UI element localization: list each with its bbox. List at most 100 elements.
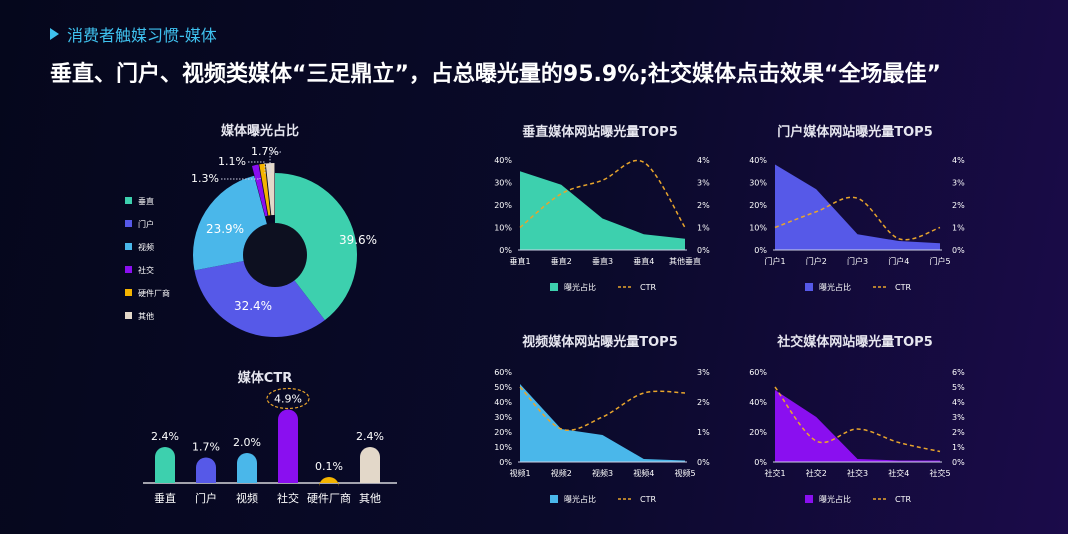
right-axis-tick: 5% — [952, 383, 965, 392]
pie-label-portal: 32.4% — [234, 299, 272, 313]
legend-label-other: 其他 — [138, 311, 154, 321]
x-axis-category: 视频1 — [509, 468, 530, 478]
left-axis-tick: 0% — [499, 458, 512, 467]
right-axis-tick: 1% — [697, 428, 710, 437]
left-axis-tick: 40% — [749, 398, 767, 407]
legend-ctr-label: CTR — [640, 283, 656, 292]
left-axis-tick: 0% — [754, 458, 767, 467]
x-axis-category: 视频2 — [551, 468, 572, 478]
right-axis-tick: 6% — [952, 368, 965, 377]
legend-area-label: 曝光占比 — [564, 494, 596, 504]
right-axis-tick: 2% — [697, 201, 710, 210]
pie-slice-video — [193, 175, 268, 271]
pie-slice-hardware — [259, 163, 271, 216]
x-axis-category: 其他垂直 — [669, 256, 701, 266]
right-axis-tick: 1% — [697, 224, 710, 233]
right-axis-tick: 2% — [697, 398, 710, 407]
right-axis-tick: 4% — [952, 398, 965, 407]
ctr-bar-other — [360, 447, 380, 483]
x-axis-category: 垂直2 — [551, 256, 572, 266]
legend-area-label: 曝光占比 — [819, 282, 851, 292]
right-axis-tick: 3% — [952, 179, 965, 188]
pie-chart-title: 媒体曝光占比 — [220, 124, 299, 139]
ctr-dashed-line — [774, 386, 941, 453]
legend-area-swatch — [550, 283, 558, 291]
left-axis-tick: 20% — [494, 428, 512, 437]
triangle-right-icon — [50, 28, 59, 40]
legend-swatch-portal — [125, 220, 132, 227]
right-axis-tick: 1% — [952, 443, 965, 452]
social-top5-chart: 60%40%20%0%6%5%4%3%2%1%0%社交1 社交2 社交3 社交4 社交5… — [749, 368, 965, 504]
ctr-bar-portal — [196, 457, 216, 483]
left-axis-tick: 60% — [494, 368, 512, 377]
video-top5-title: 视频媒体网站曝光量TOP5 — [522, 335, 678, 350]
right-axis-tick: 0% — [952, 458, 965, 467]
right-axis-tick: 0% — [952, 246, 965, 255]
legend-area-label: 曝光占比 — [564, 282, 596, 292]
pie-slice-vertical — [275, 173, 357, 321]
x-axis-category: 门户3 — [847, 256, 868, 266]
legend-ctr-label: CTR — [895, 283, 911, 292]
right-axis-tick: 3% — [952, 413, 965, 422]
x-axis-category: 社交3 — [847, 468, 868, 478]
legend-label-portal: 门户 — [138, 219, 154, 229]
media-exposure-pie-chart: 39.6% 32.4% 23.9% 1.3% 1.1% 1.7% 垂直门户视频社交硬件厂商其… — [125, 145, 377, 337]
x-axis-category: 视频5 — [674, 468, 695, 478]
left-axis-tick: 30% — [494, 413, 512, 422]
x-axis-category: 门户1 — [764, 256, 785, 266]
legend-area-swatch — [805, 283, 813, 291]
right-axis-tick: 3% — [697, 179, 710, 188]
left-axis-tick: 10% — [749, 224, 767, 233]
left-axis-tick: 20% — [749, 201, 767, 210]
ctr-dashed-line — [519, 159, 686, 229]
portal-top5-chart: 40%30%20%10%0%4%3%2%1%0%门户1 门户2 门户3 门户4 门户5曝… — [749, 156, 965, 292]
ctr-value-hardware: 0.1% — [315, 460, 343, 473]
vertical-top5-title: 垂直媒体网站曝光量TOP5 — [522, 125, 678, 140]
legend-label-vertical: 垂直 — [138, 196, 154, 206]
ctr-dashed-line — [519, 386, 686, 431]
video-top5-chart: 60%50%40%30%20%10%0%3%2%1%0%视频1 视频2 视频3 视频4… — [494, 368, 710, 504]
right-axis-tick: 0% — [697, 246, 710, 255]
x-axis-category: 门户2 — [806, 256, 827, 266]
bar-chart-title: 媒体CTR — [237, 371, 293, 386]
ctr-value-other: 2.4% — [356, 430, 384, 443]
ctr-value-social: 4.9% — [274, 393, 302, 406]
legend-swatch-other — [125, 312, 132, 319]
ctr-dashed-line — [774, 196, 941, 241]
x-axis-category: 视频3 — [592, 468, 613, 478]
exposure-share-area — [520, 384, 685, 462]
ctr-highlight-ellipse — [266, 387, 310, 410]
left-axis-tick: 30% — [749, 179, 767, 188]
right-axis-tick: 2% — [952, 428, 965, 437]
x-axis-category: 视频4 — [633, 468, 654, 478]
ctr-category-portal: 门户 — [195, 491, 217, 505]
ctr-bar-video — [237, 453, 257, 483]
legend-label-social: 社交 — [138, 265, 154, 275]
left-axis-tick: 60% — [749, 368, 767, 377]
ctr-value-portal: 1.7% — [192, 441, 220, 454]
left-axis-tick: 30% — [494, 179, 512, 188]
right-axis-tick: 3% — [697, 368, 710, 377]
exposure-share-area — [775, 164, 940, 250]
legend-label-hardware: 硬件厂商 — [138, 288, 170, 298]
exposure-share-area — [775, 390, 940, 462]
exposure-share-area — [520, 171, 685, 250]
x-axis-category: 门户4 — [888, 256, 909, 266]
left-axis-tick: 20% — [749, 428, 767, 437]
page-headline: 垂直、门户、视频类媒体“三足鼎立”，占总曝光量的95.9%;社交媒体点击效果“全… — [50, 62, 941, 87]
right-axis-tick: 2% — [952, 201, 965, 210]
x-axis-category: 门户5 — [929, 256, 950, 266]
pie-label-vertical: 39.6% — [339, 233, 377, 247]
breadcrumb-label: 消费者触媒习惯-媒体 — [67, 26, 217, 45]
breadcrumb: 消费者触媒习惯-媒体 — [50, 22, 217, 46]
ctr-bar-social — [278, 409, 298, 483]
pie-label-other: 1.7% — [251, 145, 279, 158]
right-axis-tick: 0% — [697, 458, 710, 467]
ctr-category-other: 其他 — [359, 492, 381, 505]
pie-slice-other — [265, 163, 275, 216]
left-axis-tick: 40% — [494, 156, 512, 165]
pie-label-social: 1.3% — [191, 172, 219, 185]
legend-swatch-video — [125, 243, 132, 250]
legend-label-video: 视频 — [138, 242, 154, 252]
social-top5-title: 社交媒体网站曝光量TOP5 — [777, 335, 933, 350]
